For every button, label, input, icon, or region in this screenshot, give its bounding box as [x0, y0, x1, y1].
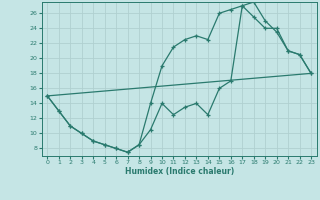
X-axis label: Humidex (Indice chaleur): Humidex (Indice chaleur): [124, 167, 234, 176]
